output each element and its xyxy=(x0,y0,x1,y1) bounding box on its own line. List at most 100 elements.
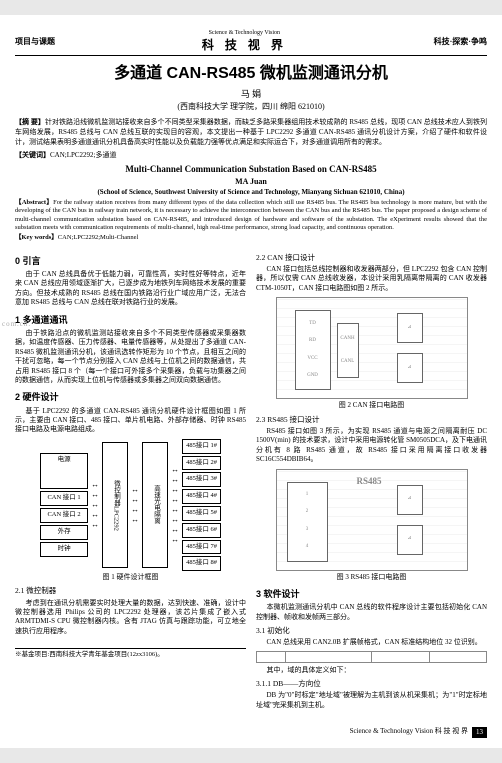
bd-r6: 485接口 6# xyxy=(182,523,221,538)
bd-can2: CAN 接口 2 xyxy=(40,508,88,523)
bd-clock: 时钟 xyxy=(40,542,88,557)
article-title: 多通道 CAN-RS485 微机监测通讯分机 xyxy=(15,64,487,85)
bd-r7: 485接口 7# xyxy=(182,540,221,555)
sec0-p1: 由于 CAN 总线具备优于低能力弱，可靠性高，实时性好等特点，近年来 CAN 总… xyxy=(15,270,246,308)
sec3-1-1-p: DB 为"0"时标定"地址域"被理解为主机到该从机采集机；为"1"时定标地址域"… xyxy=(256,691,487,710)
pin-canh: CANH xyxy=(340,336,356,343)
sec2-3-p: RS485 接口如图 3 所示，为实现 RS485 通道与电源之间隔离耐压 DC… xyxy=(256,427,487,465)
opto-4: ⊿ xyxy=(397,525,423,555)
bd-r1: 485接口 1# xyxy=(182,439,221,454)
sec2-1-title: 2.1 微控制器 xyxy=(15,586,246,596)
affiliation: (西南科技大学 理学院，四川 绵阳 621010) xyxy=(15,102,487,112)
arrow-icon: ↔ xyxy=(131,486,139,494)
opto-3: ⊿ xyxy=(397,485,423,515)
arrow-icon: ↔ xyxy=(171,476,179,484)
sec2-2-title: 2.2 CAN 接口设计 xyxy=(256,253,487,263)
abstract-en: 【Abstract】For the railway station receiv… xyxy=(15,199,487,233)
en-affiliation: (School of Science, Southwest University… xyxy=(15,188,487,197)
arrow-icon: ↔ xyxy=(171,466,179,474)
author: 马 娟 xyxy=(15,89,487,101)
arrow-icon: ↔ xyxy=(171,536,179,544)
arrow-icon: ↔ xyxy=(131,496,139,504)
abstract-cn-text: 针对铁路沿线微机监测站接收来自多个不同类型采集器数据，而缺乏多路采集器组用技术较… xyxy=(15,118,487,146)
watermark: com.cn. xyxy=(2,320,31,329)
arrow-icon: ↔ xyxy=(91,491,99,499)
header-left: 项目与课题 xyxy=(15,37,55,47)
pin-label: TD xyxy=(298,321,328,328)
chip-u2: 1 2 3 4 xyxy=(287,482,328,562)
bd-ext: 外存 xyxy=(40,525,88,540)
pin-label: VCC xyxy=(298,356,328,363)
right-column: 2.2 CAN 接口设计 CAN 接口包括总线控制器和收发器两部分，但 LPC2… xyxy=(256,249,487,712)
fig3-caption: 图 3 RS485 接口电路图 xyxy=(256,573,487,582)
sec3-1-p: CAN 总线采用 CAN2.0B 扩展帧格式，CAN 标准结构地位 32 位识别… xyxy=(256,638,487,647)
circuit-2: TD RD VCC GND CANH CANL ⊿ ⊿ xyxy=(276,297,468,399)
figure-3: 1 2 3 4 RS485 ⊿ ⊿ 图 3 RS485 接口电路图 xyxy=(256,469,487,582)
bd-power: 电源 xyxy=(40,453,88,489)
figure-2: TD RD VCC GND CANH CANL ⊿ ⊿ 图 2 CAN 接口电路… xyxy=(256,297,487,410)
sec2-p1: 基于 LPC2292 的多通道 CAN-RS485 通讯分机硬件设计框图如图 1… xyxy=(15,407,246,435)
sec3-p1: 本微机监测通讯分机中 CAN 总线的软件程序设计主要包括初始化 CAN 控制器、… xyxy=(256,603,487,622)
opto-2: ⊿ xyxy=(397,353,423,383)
bd-r4: 485接口 4# xyxy=(182,489,221,504)
header-center-cn: 科 技 视 界 xyxy=(202,38,287,54)
page-header: 项目与课题 Science & Technology Vision 科 技 视 … xyxy=(15,30,487,56)
sec2-1-p: 考虑到在通讯分机需要实时处理大量的数据，达到快速、准确，设计中微控制器选用 Ph… xyxy=(15,599,246,637)
sec2-2-p: CAN 接口包括总线控制器和收发器两部分，但 LPC2292 包含 CAN 控制… xyxy=(256,265,487,293)
bd-r2: 485接口 2# xyxy=(182,456,221,471)
keywords-en-text: CAN;LPC2292;Multi-Channel xyxy=(58,234,139,241)
circuit-3: 1 2 3 4 RS485 ⊿ ⊿ xyxy=(276,469,468,571)
pin-label: RD xyxy=(298,338,328,345)
page-number: 13 xyxy=(472,727,487,738)
abstract-en-label: 【Abstract】 xyxy=(15,199,53,206)
block-diagram: 电源 CAN 接口 1 CAN 接口 2 外存 时钟 ↔ ↔ ↔ ↔ ↔ 微控制… xyxy=(40,439,221,571)
sec3-1-p2: 其中，域的具体定义如下： xyxy=(256,666,487,675)
sec0-title: 0 引言 xyxy=(15,255,246,267)
bd-iso: 高速光电隔离 xyxy=(142,442,168,568)
sec3-title: 3 软件设计 xyxy=(256,588,487,600)
arrow-icon: ↔ xyxy=(91,521,99,529)
bd-r5: 485接口 5# xyxy=(182,506,221,521)
pin-label: 1 xyxy=(290,492,325,499)
arrow-icon: ↔ xyxy=(131,506,139,514)
arrow-icon: ↔ xyxy=(131,516,139,524)
arrow-icon: ↔ xyxy=(171,516,179,524)
bd-mcu: 微控制器LPC2292 xyxy=(102,442,128,568)
funding-note: ※基金项目:西南科技大学青年基金项目(12zx3106)。 xyxy=(15,648,246,660)
sec3-1-title: 3.1 初始化 xyxy=(256,626,487,636)
keywords-en: 【Key words】CAN;LPC2292;Multi-Channel xyxy=(15,234,487,242)
abstract-en-text: For the railway station receives from ma… xyxy=(15,199,487,231)
arrow-icon: ↔ xyxy=(171,496,179,504)
pin-label: GND xyxy=(298,373,328,380)
arrow-icon: ↔ xyxy=(171,526,179,534)
body-columns: 0 引言 由于 CAN 总线具备优于低能力弱，可靠性高，实时性好等特点，近年来 … xyxy=(15,249,487,712)
abstract-cn: 【摘 要】针对铁路沿线微机监测站接收来自多个不同类型采集器数据，而缺乏多路采集器… xyxy=(15,118,487,147)
sec1-title: 1 多通道通讯 xyxy=(15,314,246,326)
arrow-icon: ↔ xyxy=(171,506,179,514)
arrow-icon: ↔ xyxy=(91,511,99,519)
keywords-cn-text: CAN;LPC2292;多通道 xyxy=(50,151,117,159)
footer-text: Science & Technology Vision 科 技 视 界 xyxy=(350,727,468,738)
keywords-en-label: 【Key words】 xyxy=(15,234,58,241)
header-center: Science & Technology Vision 科 技 视 界 xyxy=(202,30,287,53)
arrow-icon: ↔ xyxy=(171,486,179,494)
opto-1: ⊿ xyxy=(397,313,423,343)
pin-label: 4 xyxy=(290,544,325,551)
arrow-icon: ↔ xyxy=(91,501,99,509)
abstract-cn-label: 【摘 要】 xyxy=(15,118,45,126)
en-author: MA Juan xyxy=(15,177,487,187)
pin-canl: CANL xyxy=(340,359,356,366)
page-footer: Science & Technology Vision 科 技 视 界 13 xyxy=(15,727,487,738)
header-center-en: Science & Technology Vision xyxy=(202,30,287,38)
bitfield-diagram xyxy=(256,651,487,663)
left-column: 0 引言 由于 CAN 总线具备优于低能力弱，可靠性高，实时性好等特点，近年来 … xyxy=(15,249,246,712)
arrow-icon: ↔ xyxy=(91,481,99,489)
chip-label: CANH CANL xyxy=(337,323,359,378)
chip-u1: TD RD VCC GND xyxy=(295,310,331,390)
pin-label: 3 xyxy=(290,527,325,534)
sec1-p1: 由于铁路沿点的微机监测站接收来自多个不同类型传感器或采集器数据，如温度传感器、压… xyxy=(15,329,246,386)
header-right: 科技·探索·争鸣 xyxy=(434,37,487,47)
sec2-3-title: 2.3 RS485 接口设计 xyxy=(256,415,487,425)
rs485-label: RS485 xyxy=(357,475,382,487)
sec2-title: 2 硬件设计 xyxy=(15,391,246,403)
